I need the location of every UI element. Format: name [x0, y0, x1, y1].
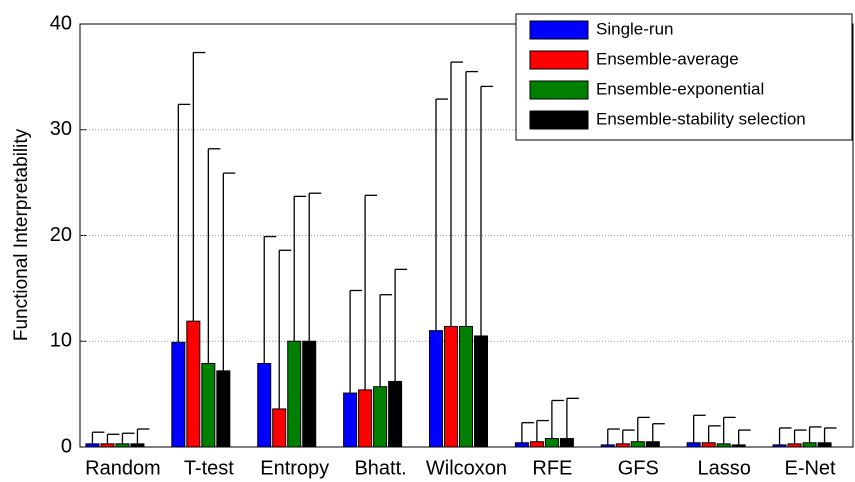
bar [358, 389, 373, 448]
legend-label: Single-run [596, 19, 674, 38]
bar [802, 442, 817, 448]
bar [787, 443, 802, 448]
legend-swatch [529, 80, 589, 100]
legend-swatch [529, 110, 589, 130]
bar [373, 386, 388, 448]
legend-swatch [529, 50, 589, 70]
bar [171, 341, 186, 448]
bar [302, 340, 317, 448]
bar [287, 340, 302, 448]
bar [600, 444, 615, 448]
bar [630, 441, 645, 448]
bar [731, 444, 746, 448]
x-tick-label: GFS [618, 457, 659, 479]
bar [514, 442, 529, 448]
bar [544, 438, 559, 448]
bar [459, 325, 473, 448]
bar [444, 325, 458, 448]
bar [474, 335, 488, 448]
legend-label: Ensemble-exponential [596, 79, 764, 98]
x-tick-label: E-Net [784, 457, 836, 479]
bar [686, 442, 701, 448]
bar [716, 443, 731, 448]
x-tick-label: RFE [532, 457, 572, 479]
bar [343, 392, 358, 448]
bar [701, 442, 716, 448]
bar [216, 370, 231, 448]
legend-swatch [529, 20, 589, 40]
bar [529, 441, 544, 448]
bar [85, 443, 100, 448]
y-tick-label: 0 [61, 435, 72, 457]
y-tick-label: 10 [50, 330, 72, 352]
bar [115, 443, 130, 448]
bar [559, 438, 574, 448]
x-tick-label: Random [85, 457, 161, 479]
x-tick-label: T-test [184, 457, 234, 479]
bar [257, 362, 272, 448]
y-axis-label: Functional Interpretability [11, 128, 32, 341]
y-tick-label: 30 [50, 118, 72, 140]
bar [201, 362, 216, 448]
y-tick-label: 40 [50, 12, 72, 34]
y-tick-label: 20 [50, 224, 72, 246]
bar [429, 330, 443, 448]
bar [645, 441, 660, 448]
x-tick-label: Lasso [697, 457, 750, 479]
x-tick-label: Entropy [260, 457, 329, 479]
legend-label: Ensemble-stability selection [596, 109, 806, 128]
bar [100, 443, 115, 448]
bar [186, 320, 201, 448]
legend-label: Ensemble-average [596, 49, 739, 68]
bar [615, 443, 630, 448]
bar [388, 380, 403, 448]
bar [772, 444, 787, 448]
bar [817, 442, 832, 448]
x-tick-label: Wilcoxon [426, 457, 507, 479]
bar [272, 408, 287, 448]
x-tick-label: Bhatt. [354, 457, 406, 479]
bar [130, 443, 145, 448]
